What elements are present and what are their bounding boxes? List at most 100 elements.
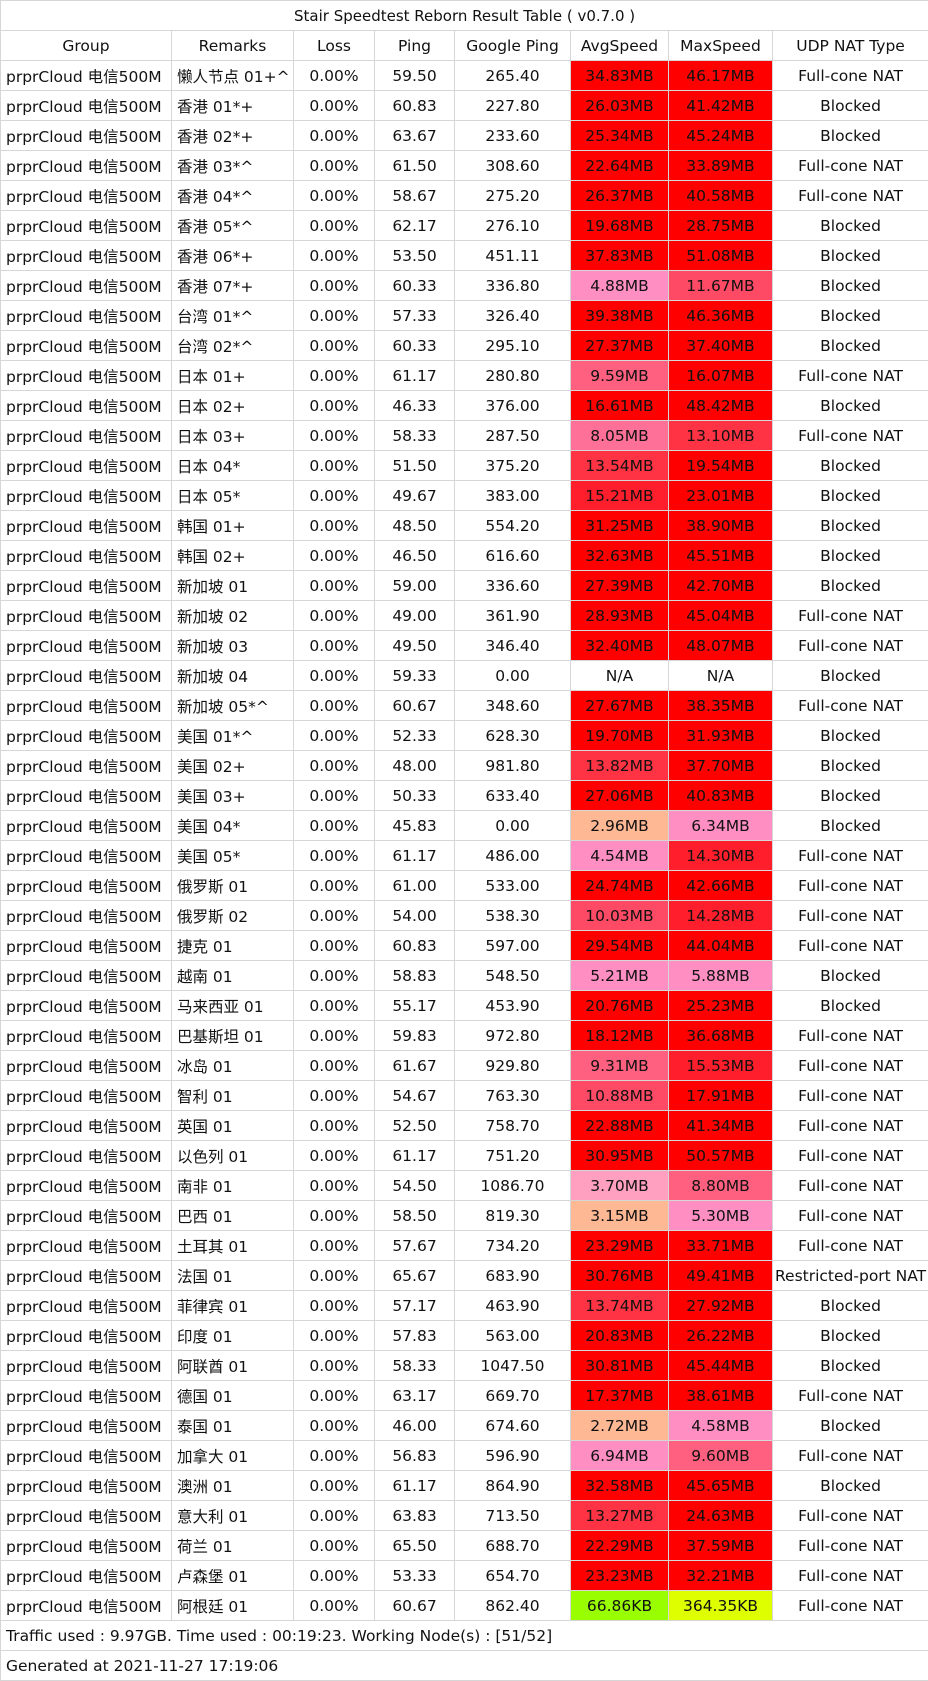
cell-remarks: 美国 04* (172, 811, 294, 841)
cell-ping: 61.17 (375, 361, 455, 391)
cell-google-ping: 538.30 (455, 901, 571, 931)
cell-max-speed: 14.28MB (669, 901, 773, 931)
cell-udp-nat-type: Full-cone NAT (773, 1591, 928, 1621)
cell-group: prprCloud 电信500M (1, 571, 172, 601)
cell-avg-speed: 2.96MB (571, 811, 669, 841)
cell-avg-speed: 26.03MB (571, 91, 669, 121)
cell-udp-nat-type: Full-cone NAT (773, 1171, 928, 1201)
cell-remarks: 英国 01 (172, 1111, 294, 1141)
cell-udp-nat-type: Full-cone NAT (773, 181, 928, 211)
cell-avg-speed: 25.34MB (571, 121, 669, 151)
cell-max-speed: 28.75MB (669, 211, 773, 241)
cell-group: prprCloud 电信500M (1, 1561, 172, 1591)
cell-avg-speed: 23.23MB (571, 1561, 669, 1591)
cell-remarks: 新加坡 01 (172, 571, 294, 601)
cell-udp-nat-type: Full-cone NAT (773, 1021, 928, 1051)
cell-google-ping: 597.00 (455, 931, 571, 961)
cell-udp-nat-type: Blocked (773, 781, 928, 811)
cell-avg-speed: 2.72MB (571, 1411, 669, 1441)
cell-google-ping: 453.90 (455, 991, 571, 1021)
cell-udp-nat-type: Full-cone NAT (773, 931, 928, 961)
cell-google-ping: 533.00 (455, 871, 571, 901)
cell-remarks: 卢森堡 01 (172, 1561, 294, 1591)
cell-udp-nat-type: Blocked (773, 1471, 928, 1501)
cell-google-ping: 287.50 (455, 421, 571, 451)
cell-remarks: 阿联酋 01 (172, 1351, 294, 1381)
cell-group: prprCloud 电信500M (1, 1501, 172, 1531)
cell-udp-nat-type: Blocked (773, 91, 928, 121)
cell-avg-speed: 27.06MB (571, 781, 669, 811)
cell-max-speed: 364.35KB (669, 1591, 773, 1621)
cell-group: prprCloud 电信500M (1, 1081, 172, 1111)
cell-google-ping: 563.00 (455, 1321, 571, 1351)
cell-google-ping: 486.00 (455, 841, 571, 871)
cell-group: prprCloud 电信500M (1, 901, 172, 931)
cell-group: prprCloud 电信500M (1, 541, 172, 571)
cell-google-ping: 326.40 (455, 301, 571, 331)
cell-udp-nat-type: Blocked (773, 1351, 928, 1381)
cell-udp-nat-type: Full-cone NAT (773, 1381, 928, 1411)
cell-google-ping: 361.90 (455, 601, 571, 631)
cell-max-speed: 42.70MB (669, 571, 773, 601)
cell-remarks: 新加坡 04 (172, 661, 294, 691)
cell-avg-speed: 30.76MB (571, 1261, 669, 1291)
cell-remarks: 韩国 02+ (172, 541, 294, 571)
cell-remarks: 法国 01 (172, 1261, 294, 1291)
cell-max-speed: 37.70MB (669, 751, 773, 781)
cell-group: prprCloud 电信500M (1, 1291, 172, 1321)
cell-loss: 0.00% (294, 901, 375, 931)
header-avg-speed: AvgSpeed (571, 31, 669, 61)
cell-ping: 60.67 (375, 691, 455, 721)
cell-max-speed: 45.51MB (669, 541, 773, 571)
cell-remarks: 台湾 01*^ (172, 301, 294, 331)
cell-ping: 57.67 (375, 1231, 455, 1261)
cell-avg-speed: 29.54MB (571, 931, 669, 961)
cell-ping: 58.33 (375, 1351, 455, 1381)
cell-avg-speed: 24.74MB (571, 871, 669, 901)
cell-google-ping: 674.60 (455, 1411, 571, 1441)
cell-google-ping: 683.90 (455, 1261, 571, 1291)
cell-max-speed: N/A (669, 661, 773, 691)
table-title: Stair Speedtest Reborn Result Table ( v0… (1, 1, 928, 31)
cell-ping: 59.00 (375, 571, 455, 601)
cell-ping: 60.83 (375, 931, 455, 961)
cell-max-speed: 50.57MB (669, 1141, 773, 1171)
cell-group: prprCloud 电信500M (1, 301, 172, 331)
cell-google-ping: 295.10 (455, 331, 571, 361)
cell-remarks: 阿根廷 01 (172, 1591, 294, 1621)
cell-remarks: 俄罗斯 01 (172, 871, 294, 901)
cell-remarks: 巴西 01 (172, 1201, 294, 1231)
cell-udp-nat-type: Blocked (773, 301, 928, 331)
cell-max-speed: 15.53MB (669, 1051, 773, 1081)
cell-google-ping: 763.30 (455, 1081, 571, 1111)
cell-ping: 54.67 (375, 1081, 455, 1111)
cell-max-speed: 41.42MB (669, 91, 773, 121)
cell-loss: 0.00% (294, 1201, 375, 1231)
cell-ping: 46.00 (375, 1411, 455, 1441)
cell-udp-nat-type: Blocked (773, 481, 928, 511)
cell-google-ping: 308.60 (455, 151, 571, 181)
cell-remarks: 印度 01 (172, 1321, 294, 1351)
cell-group: prprCloud 电信500M (1, 931, 172, 961)
cell-group: prprCloud 电信500M (1, 1471, 172, 1501)
cell-google-ping: 233.60 (455, 121, 571, 151)
cell-google-ping: 981.80 (455, 751, 571, 781)
cell-udp-nat-type: Blocked (773, 991, 928, 1021)
cell-loss: 0.00% (294, 451, 375, 481)
cell-remarks: 香港 04*^ (172, 181, 294, 211)
cell-loss: 0.00% (294, 721, 375, 751)
cell-group: prprCloud 电信500M (1, 1351, 172, 1381)
cell-udp-nat-type: Blocked (773, 241, 928, 271)
